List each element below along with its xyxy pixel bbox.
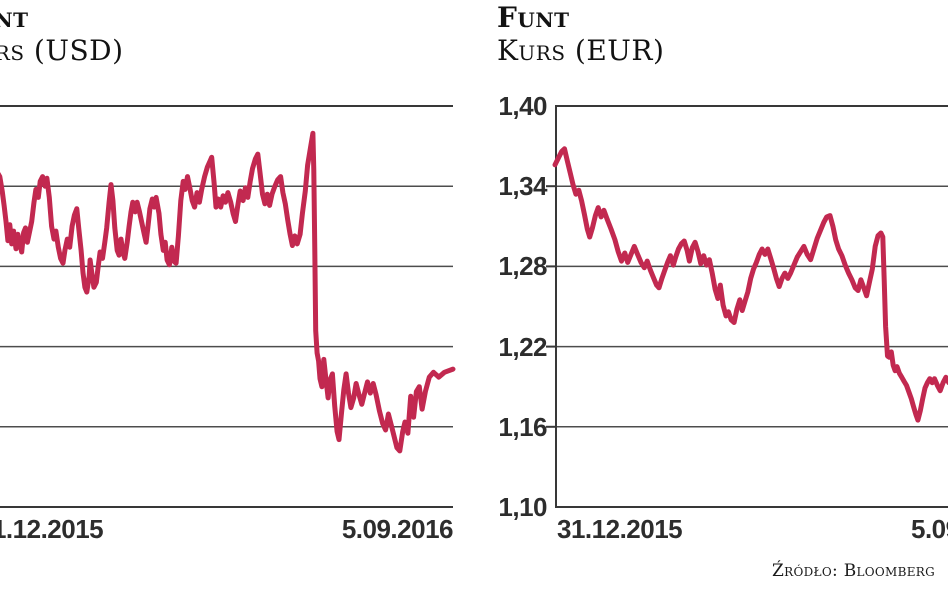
eur-plot-area xyxy=(546,105,948,508)
usd-title-block: Funt Kurs (USD) xyxy=(0,1,124,68)
y-tick-label: 1,16 xyxy=(498,411,547,442)
x-axis-label-start: 31.12.2015 xyxy=(557,514,683,544)
x-axis-label-start: 31.12.2015 xyxy=(0,514,104,544)
chart-subtitle: Kurs (USD) xyxy=(0,34,124,67)
price-line xyxy=(552,146,948,423)
y-tick-label: 1,28 xyxy=(498,251,547,282)
usd-plot-area xyxy=(0,105,456,508)
eur-title-block: Funt Kurs (EUR) xyxy=(497,1,665,68)
y-tick-label: 1,10 xyxy=(498,492,547,522)
x-axis-label-end: 5.09.2016 xyxy=(911,514,948,544)
chart-subtitle: Kurs (EUR) xyxy=(497,34,665,67)
source-credit: Źródło: Bloomberg xyxy=(772,561,936,581)
y-tick-label: 1,34 xyxy=(498,171,547,202)
chart-title: Funt xyxy=(0,1,29,34)
y-tick-label: 1,40 xyxy=(498,91,547,121)
price-line xyxy=(0,130,456,454)
chart-title: Funt xyxy=(497,1,570,34)
y-tick-label: 1,22 xyxy=(498,331,547,362)
x-axis-label-end: 5.09.2016 xyxy=(341,514,454,544)
